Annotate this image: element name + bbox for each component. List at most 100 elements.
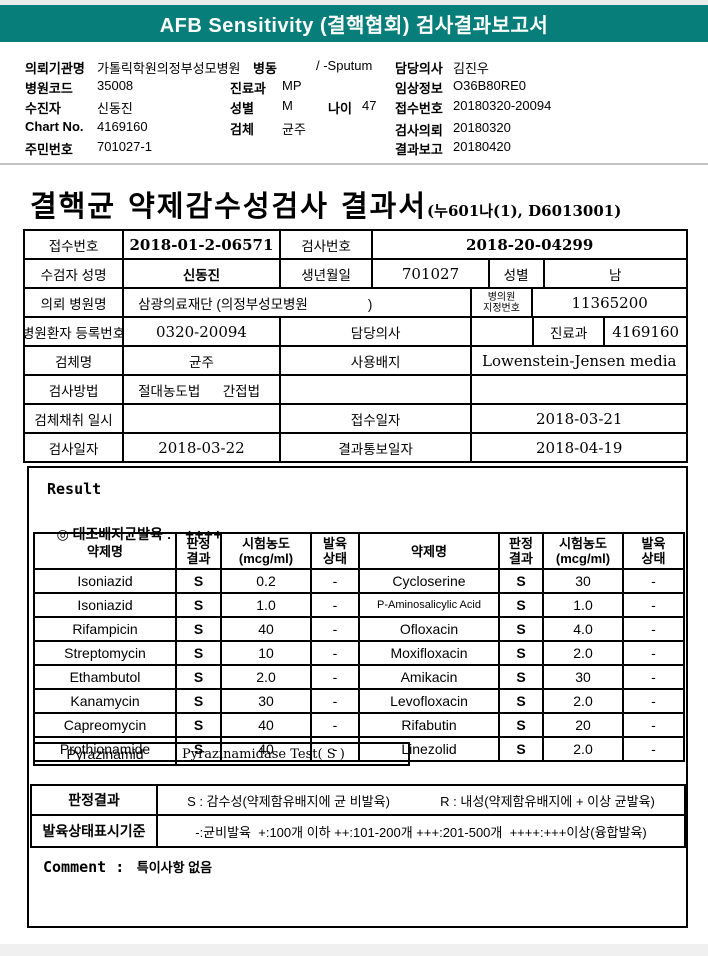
drug-conc: 1.0 (542, 592, 624, 618)
drug-conc: 4.0 (542, 616, 624, 642)
label-hospital-code: 병원코드 (25, 81, 73, 96)
drug-result: S (175, 592, 222, 618)
drug-name: Kanamycin (33, 688, 177, 714)
top-chrome-strip (0, 0, 708, 5)
legend-growth-scale-content: -:균비발육 +:100개 이하 ++:101-200개 +++:201-500… (158, 816, 684, 846)
cell-value: 2018-20-04299 (466, 235, 594, 254)
header-growth: 발육 상태 (622, 532, 685, 570)
label-sex: 성별 (230, 101, 254, 116)
value-patient: 신동진 (97, 101, 133, 116)
drug-growth: - (622, 640, 685, 666)
value-order-date: 20180320 (453, 120, 511, 135)
drug-name: Moxifloxacin (358, 640, 500, 666)
value-hospital-code: 35008 (97, 78, 134, 93)
cell-label: 사용배지 (281, 347, 473, 374)
value-age: 47 (362, 98, 377, 113)
drug-growth: - (622, 568, 685, 594)
legend-growth-scale-text: -:균비발육 +:100개 이하 ++:101-200개 +++:201-500… (195, 824, 647, 840)
cell-value: 4169160 (612, 322, 680, 341)
value-specimen-type: / -Sputum (316, 58, 373, 73)
legend-sensitive-text: S : 감수성(약제함유배지에 균 비발육) (187, 793, 390, 809)
value-specimen: 균주 (282, 122, 306, 137)
drug-growth: - (622, 712, 685, 738)
drug-conc: 20 (542, 712, 624, 738)
cell-value: 절대농도법 간접법 (124, 376, 281, 403)
legend-judgement-content: S : 감수성(약제함유배지에 균 비발육) R : 내성(약제함유배지에 + … (158, 786, 684, 814)
drug-growth: - (310, 736, 360, 762)
header-concentration: 시험농도 (mcg/ml) (542, 532, 624, 570)
drug-result: S (498, 616, 544, 642)
report-banner: AFB Sensitivity (결핵협회) 검사결과보고서 (0, 5, 708, 42)
drug-row: Isoniazid S 0.2 - Cycloserine S 30 - (33, 568, 685, 594)
label-department: 진료과 (230, 81, 266, 96)
legend-growth-scale-label: 발육상태표시기준 (32, 816, 158, 846)
pyrazinamidase-test-result: Pyrazinamidase Test( S ) (182, 746, 345, 762)
label-specimen: 검체 (230, 122, 254, 137)
drug-name: Streptomycin (33, 640, 177, 666)
label-age: 나이 (328, 101, 352, 116)
cell-label: 검사방법 (25, 376, 125, 403)
drug-result: S (175, 736, 222, 762)
legend-judgement-label: 판정결과 (32, 786, 158, 814)
drug-row: Ethambutol S 2.0 - Amikacin S 30 - (33, 664, 685, 690)
label-requesting-org: 의뢰기관명 (25, 61, 85, 76)
drug-name: Rifabutin (358, 712, 500, 738)
label-accession-no: 접수번호 (395, 101, 443, 116)
drug-row: Streptomycin S 10 - Moxifloxacin S 2.0 - (33, 640, 685, 666)
comment-line: Comment : 특이사항 없음 (43, 857, 212, 877)
document-title-suffix: (누601나(1), D6013001) (427, 202, 622, 220)
drug-conc: 30 (542, 568, 624, 594)
cell-value: 2018-04-19 (535, 438, 623, 457)
drug-name: Ofloxacin (358, 616, 500, 642)
drug-row: Prothionamide S 40 - Linezolid S 2.0 - (33, 736, 685, 762)
drug-conc: 2.0 (220, 664, 312, 690)
table-row: 수검자 성명 신동진 생년월일 701027 성별 남 (25, 260, 686, 289)
cell-label: 접수일자 (281, 405, 473, 432)
table-row: 검체명 균주 사용배지 Lowenstein-Jensen media (25, 347, 686, 376)
drug-name: Isoniazid (33, 592, 177, 618)
label-report-date: 결과보고 (395, 142, 443, 157)
value-report-date: 20180420 (453, 139, 511, 154)
drug-conc: 2.0 (542, 640, 624, 666)
drug-name: Ethambutol (33, 664, 177, 690)
drug-result: S (498, 736, 544, 762)
cell-label: 결과통보일자 (281, 434, 473, 461)
drug-conc: 30 (542, 664, 624, 690)
document-title-main: 결핵균 약제감수성검사 결과서 (30, 189, 428, 223)
cell-label: 검체명 (25, 347, 125, 374)
cell-label: 병원환자 등록번호 (25, 318, 125, 345)
bottom-chrome-strip (0, 944, 708, 956)
drug-conc: 1.0 (220, 592, 312, 618)
value-doctor: 김진우 (453, 61, 489, 76)
drug-result: S (498, 640, 544, 666)
cell-label: 검사일자 (25, 434, 125, 461)
drug-growth: - (310, 664, 360, 690)
specimen-info-table: 접수번호 2018-01-2-06571 검사번호 2018-20-04299 … (23, 229, 688, 463)
cell-value: 701027 (373, 260, 490, 287)
cell-value: 신동진 (124, 260, 281, 287)
drug-growth: - (622, 688, 685, 714)
drug-conc: 30 (220, 688, 312, 714)
drug-name: Cycloserine (358, 568, 500, 594)
drug-growth: - (622, 736, 685, 762)
drug-sensitivity-table: 약제명 판정 결과 시험농도 (mcg/ml) 발육 상태 약제명 판정 결과 … (33, 532, 685, 762)
result-heading: Result (47, 480, 102, 498)
drug-conc: 40 (220, 712, 312, 738)
cell-value: 균주 (124, 347, 281, 374)
header-drug-name: 약제명 (33, 532, 177, 570)
header-result: 판정 결과 (498, 532, 544, 570)
cell-label: 생년월일 (281, 260, 374, 287)
drug-name: Linezolid (358, 736, 500, 762)
cell-label: 담당의사 (281, 318, 473, 345)
drug-result: S (498, 592, 544, 618)
cell-label: 접수번호 (25, 231, 125, 258)
drug-growth: - (622, 592, 685, 618)
drug-result: S (175, 664, 222, 690)
document-title: 결핵균 약제감수성검사 결과서(누601나(1), D6013001) (30, 183, 621, 225)
cell-value: 남 (609, 267, 622, 283)
label-clinical-info: 임상정보 (395, 81, 443, 96)
value-accession-no: 20180320-20094 (453, 98, 552, 113)
drug-result: S (498, 664, 544, 690)
value-sex: M (282, 98, 293, 113)
label-patient: 수진자 (25, 101, 61, 116)
